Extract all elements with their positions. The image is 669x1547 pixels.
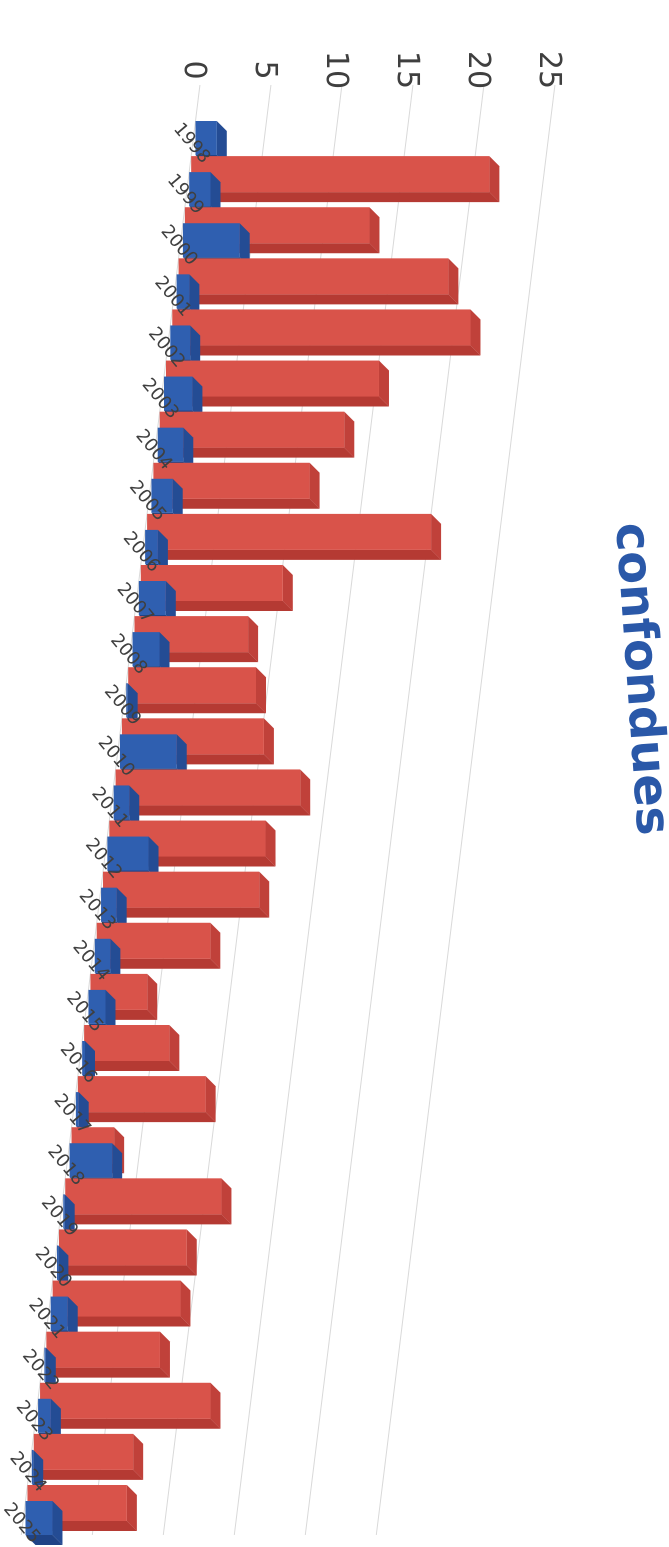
y-tick-label: 15	[390, 51, 425, 89]
bar-red-2023	[40, 1382, 221, 1429]
y-tick-label: 5	[248, 60, 283, 79]
bar-blue-2001	[176, 274, 200, 319]
bar-red-2020	[58, 1229, 197, 1276]
y-tick-label: 10	[319, 51, 354, 89]
bar-red-2021	[52, 1280, 191, 1327]
bar-red-2022	[46, 1331, 170, 1378]
chart-title: confondues	[604, 521, 669, 837]
bar-red-1999	[191, 156, 500, 203]
bar-red-2014	[96, 922, 221, 969]
bar-red-2016	[84, 1025, 180, 1071]
bar-blue-2025	[25, 1501, 63, 1545]
bar-red-2007	[140, 565, 293, 611]
bar-red-2011	[115, 769, 311, 816]
bar-red-2003	[165, 360, 389, 407]
bar-red-2004	[159, 411, 355, 458]
bar-red-2006	[147, 513, 442, 560]
bars	[25, 121, 500, 1545]
bar-red-2005	[153, 462, 320, 509]
bar-red-2019	[65, 1178, 232, 1225]
gridline-25	[375, 84, 556, 1536]
y-axis-labels: 0 5 10 15 20 25	[177, 51, 567, 89]
bar-blue-2005	[151, 478, 183, 523]
bar-red-2009	[128, 667, 267, 714]
bar-red-2001	[178, 258, 459, 305]
gridline-0	[20, 84, 201, 1536]
bar-red-2024	[33, 1433, 144, 1480]
bar-red-2017	[77, 1076, 216, 1123]
y-tick-label: 20	[461, 51, 496, 89]
bar-red-2002	[172, 309, 481, 356]
bar-red-2013	[103, 871, 270, 918]
y-tick-label: 25	[532, 51, 567, 89]
y-tick-label: 0	[177, 60, 212, 79]
